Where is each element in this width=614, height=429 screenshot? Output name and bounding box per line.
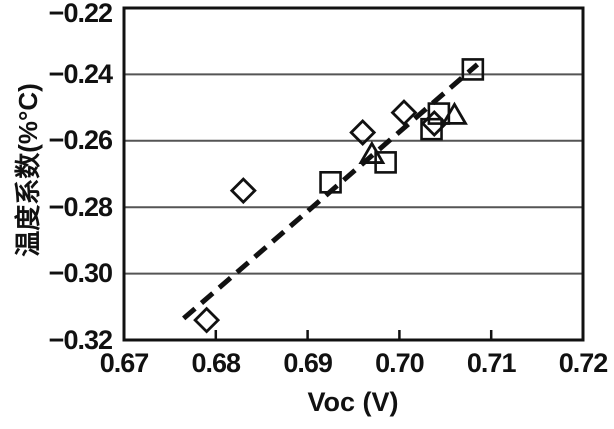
diamond-marker xyxy=(193,306,221,334)
square-marker xyxy=(420,117,443,141)
x-axis-title: Voc (V) xyxy=(307,387,399,417)
y-tick-label: −0.24 xyxy=(48,58,113,89)
diamond-marker xyxy=(229,177,257,205)
y-tick-label: −0.26 xyxy=(48,125,113,156)
triangle-marker xyxy=(358,140,386,164)
y-tick-label: −0.30 xyxy=(48,258,113,289)
x-tick-label: 0.67 xyxy=(99,348,150,378)
y-tick-label: −0.22 xyxy=(48,0,113,28)
x-tick-label: 0.69 xyxy=(283,348,333,378)
triangle-marker xyxy=(441,101,468,125)
plot-border xyxy=(122,6,585,342)
x-tick-label: 0.71 xyxy=(466,348,517,378)
square-marker xyxy=(461,58,485,81)
y-tick-label: −0.28 xyxy=(48,191,113,222)
diamond-marker xyxy=(390,99,418,127)
y-axis-title: 温度系数(%°C) xyxy=(13,83,43,257)
square-marker xyxy=(319,171,342,194)
x-axis-title-row: Voc (V) xyxy=(0,388,614,416)
y-tick-label: −0.32 xyxy=(48,324,113,355)
x-tick-label: 0.68 xyxy=(191,348,242,378)
diamond-marker xyxy=(349,119,377,146)
x-tick-label: 0.72 xyxy=(558,348,609,378)
x-tick-label: 0.70 xyxy=(375,348,425,378)
